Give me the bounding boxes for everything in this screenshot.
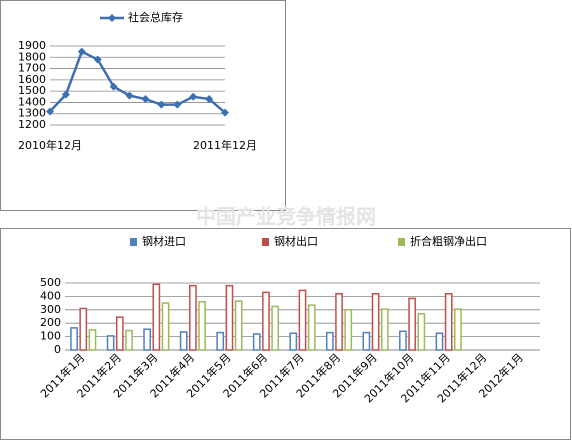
bar bbox=[143, 328, 151, 351]
bar bbox=[225, 284, 234, 351]
bar bbox=[79, 307, 88, 351]
legend-swatch bbox=[262, 238, 269, 246]
bar bbox=[262, 291, 270, 351]
bar bbox=[289, 332, 298, 351]
bar bbox=[408, 297, 416, 351]
y-tick-label: 1500 bbox=[18, 84, 46, 97]
point bbox=[77, 47, 86, 56]
top-panel bbox=[0, 0, 286, 211]
bar bbox=[152, 283, 161, 351]
y-tick-label: 1700 bbox=[18, 62, 46, 75]
point bbox=[221, 108, 229, 117]
legend-marker bbox=[108, 14, 116, 22]
bar bbox=[70, 327, 78, 351]
watermark: 中国产业竞争情报网 bbox=[196, 205, 376, 229]
legend-label: 社会总库存 bbox=[128, 10, 183, 24]
bar bbox=[454, 308, 462, 351]
legend-label: 钢材进口 bbox=[142, 234, 186, 248]
point bbox=[61, 90, 70, 99]
bar bbox=[179, 331, 188, 351]
y-tick-label: 200 bbox=[40, 316, 61, 329]
bar bbox=[380, 308, 389, 351]
point bbox=[205, 95, 214, 104]
legend-label: 折合粗钢净出口 bbox=[410, 234, 487, 248]
bar bbox=[325, 331, 334, 351]
x-tick-label: 2010年12月 bbox=[18, 138, 82, 152]
bar bbox=[371, 292, 380, 351]
bar bbox=[271, 305, 280, 351]
bar bbox=[335, 292, 343, 351]
point bbox=[93, 55, 102, 64]
bar bbox=[344, 309, 353, 351]
bar bbox=[307, 304, 316, 351]
bar bbox=[115, 316, 124, 351]
point bbox=[157, 100, 166, 109]
bar bbox=[161, 302, 170, 351]
y-tick-label: 1400 bbox=[18, 95, 46, 108]
bar bbox=[399, 330, 407, 351]
y-tick-label: 100 bbox=[40, 330, 61, 343]
point bbox=[109, 82, 118, 91]
y-tick-label: 400 bbox=[40, 289, 61, 302]
bar bbox=[216, 331, 225, 351]
y-tick-label: 0 bbox=[54, 343, 61, 356]
bar bbox=[234, 300, 243, 351]
bar bbox=[252, 333, 261, 351]
bar bbox=[198, 301, 206, 351]
point bbox=[173, 100, 182, 109]
y-tick-label: 1600 bbox=[18, 73, 46, 86]
bar bbox=[417, 313, 426, 351]
y-tick-label: 1800 bbox=[18, 50, 46, 63]
legend-swatch bbox=[130, 238, 137, 246]
y-tick-label: 1300 bbox=[18, 107, 46, 120]
bar bbox=[125, 329, 133, 351]
point bbox=[189, 92, 198, 101]
y-tick-label: 500 bbox=[40, 276, 61, 289]
legend-swatch bbox=[398, 238, 405, 246]
bar bbox=[435, 332, 444, 351]
bar bbox=[444, 292, 453, 351]
point bbox=[141, 95, 150, 104]
bar bbox=[362, 331, 371, 351]
y-tick-label: 300 bbox=[40, 303, 61, 316]
bar bbox=[88, 329, 97, 351]
y-tick-label: 1200 bbox=[18, 118, 46, 131]
bar bbox=[298, 289, 307, 351]
legend-label: 钢材出口 bbox=[274, 234, 318, 248]
bar bbox=[106, 335, 115, 351]
x-tick-label: 2011年12月 bbox=[193, 138, 257, 152]
point bbox=[125, 91, 134, 100]
bar bbox=[189, 284, 197, 351]
y-tick-label: 1900 bbox=[18, 39, 46, 52]
point bbox=[46, 107, 54, 116]
